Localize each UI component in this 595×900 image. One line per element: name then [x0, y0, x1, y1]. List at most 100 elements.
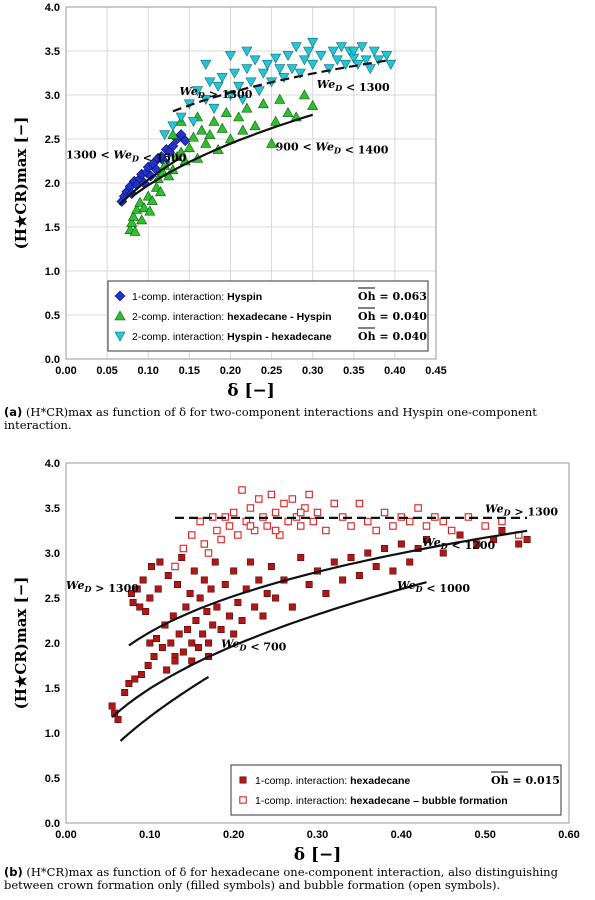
- data-point: [207, 585, 215, 593]
- data-point: [251, 603, 259, 611]
- data-point: [136, 214, 148, 225]
- data-point: [347, 554, 355, 562]
- data-point: [245, 77, 257, 88]
- data-point: [456, 531, 464, 539]
- x-tick-label: 0.20: [220, 365, 241, 377]
- data-point: [246, 558, 254, 566]
- x-tick-label: 0.50: [474, 829, 495, 841]
- data-point: [473, 540, 481, 548]
- data-point: [238, 486, 246, 494]
- data-point: [276, 531, 284, 539]
- data-point: [233, 81, 245, 92]
- data-point: [203, 608, 211, 616]
- data-point: [144, 205, 156, 216]
- data-point: [339, 576, 347, 584]
- data-point: [129, 599, 137, 607]
- data-point: [153, 635, 161, 643]
- data-point: [315, 51, 327, 62]
- data-point: [301, 504, 309, 512]
- legend: 1-comp. interaction: Hyspin Oh = 0.063 2-c…: [107, 280, 429, 352]
- data-point: [131, 675, 139, 683]
- data-point: [155, 186, 167, 197]
- data-point: [322, 526, 330, 535]
- legend: 1-comp. interaction: hexadecane Oh = 0.01…: [230, 764, 562, 816]
- data-point: [184, 626, 192, 634]
- y-tick-label: 2.5: [45, 593, 60, 605]
- data-point: [159, 130, 171, 141]
- caption-b-label: (b): [4, 865, 23, 879]
- data-point: [200, 576, 208, 584]
- x-tick-label: 0.00: [55, 365, 76, 377]
- data-point: [498, 527, 506, 535]
- data-point: [127, 590, 135, 598]
- data-point: [179, 544, 188, 553]
- series-2: [159, 37, 397, 141]
- data-point: [121, 689, 129, 697]
- x-tick-label: 0.15: [179, 365, 200, 377]
- data-point: [179, 648, 187, 656]
- data-point: [246, 522, 255, 530]
- data-point: [381, 545, 389, 553]
- legend-marker: [114, 310, 126, 321]
- data-point: [422, 536, 430, 544]
- annotation-2: WeD > 1300: [66, 579, 139, 595]
- y-tick-label: 1.5: [45, 683, 60, 695]
- annotation-3: 900 < WeD < 1400: [276, 140, 389, 156]
- data-point: [241, 102, 253, 113]
- data-point: [213, 603, 221, 611]
- data-point: [355, 572, 363, 580]
- y-tick-label: 0.0: [45, 818, 60, 830]
- data-point: [212, 81, 224, 92]
- data-point: [406, 558, 414, 566]
- data-point: [216, 122, 228, 133]
- data-point: [284, 517, 292, 526]
- data-point: [137, 671, 145, 679]
- caption-a: (a) (H*CR)max as function of δ for two-c…: [4, 406, 592, 432]
- data-point: [156, 558, 164, 566]
- data-point: [175, 630, 183, 638]
- data-point: [221, 581, 229, 589]
- data-point: [173, 581, 181, 589]
- data-point: [372, 55, 384, 66]
- data-point: [303, 46, 315, 57]
- data-point: [146, 639, 154, 647]
- data-point: [204, 549, 213, 557]
- data-point: [188, 639, 196, 647]
- data-point: [167, 639, 175, 647]
- data-point: [175, 112, 187, 123]
- data-point: [209, 621, 217, 629]
- data-point: [208, 103, 220, 114]
- data-point: [296, 508, 305, 517]
- data-point: [282, 51, 294, 62]
- data-point: [288, 603, 296, 611]
- data-point: [217, 626, 225, 634]
- y-tick-label: 3.0: [45, 548, 60, 560]
- data-point: [249, 120, 261, 131]
- data-point: [187, 131, 199, 142]
- data-point: [255, 576, 263, 584]
- data-point: [267, 563, 275, 571]
- caption-a-label: (a): [4, 405, 23, 419]
- data-point: [200, 540, 209, 548]
- legend-marker: [114, 290, 126, 302]
- data-point: [263, 522, 271, 530]
- data-point: [356, 42, 368, 53]
- x-axis-title: δ [−]: [294, 845, 342, 865]
- data-point: [133, 585, 141, 593]
- data-point: [515, 540, 523, 548]
- y-tick-label: 3.0: [45, 90, 60, 102]
- data-point: [114, 715, 122, 723]
- annotation-0: WeD > 1300: [179, 85, 252, 101]
- data-point: [368, 46, 380, 57]
- data-point: [331, 55, 343, 66]
- data-point: [274, 93, 286, 104]
- data-point: [355, 499, 364, 508]
- data-point: [261, 59, 273, 70]
- caption-a-text: (H*CR)max as function of δ for two-compo…: [4, 405, 537, 432]
- data-point: [307, 99, 319, 110]
- data-point: [267, 490, 276, 499]
- data-point: [164, 572, 172, 580]
- y-tick-label: 2.5: [45, 134, 60, 146]
- legend-oh: Oh = 0.063: [358, 290, 427, 303]
- caption-b-text: (H*CR)max as function of δ for hexadecan…: [4, 865, 558, 892]
